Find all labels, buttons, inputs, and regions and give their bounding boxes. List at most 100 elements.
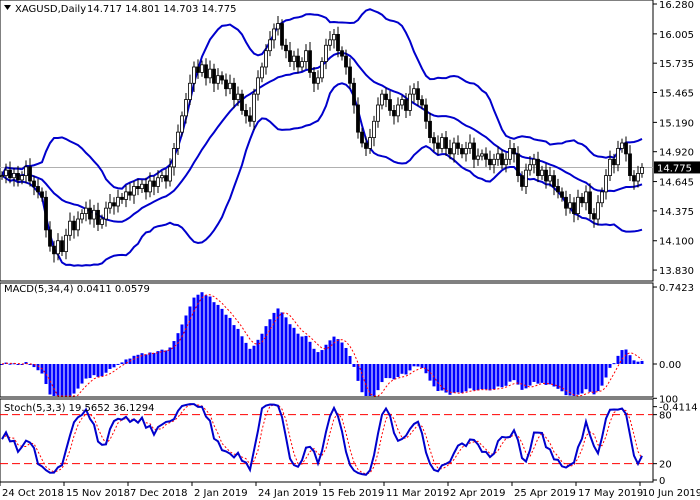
candle-body — [500, 153, 504, 166]
macd-histogram-bar — [260, 333, 264, 364]
macd-histogram-bar — [96, 364, 100, 377]
candle-body — [620, 142, 624, 149]
candle-body — [172, 148, 176, 168]
macd-histogram-bar — [112, 364, 116, 368]
date-axis: 24 Oct 2018 15 Nov 2018 7 Dec 2018 2 Jan 20… — [0, 482, 700, 499]
candle-body — [568, 202, 572, 209]
candle-body — [336, 34, 340, 52]
macd-histogram-bar — [376, 364, 380, 391]
macd-histogram-bar — [296, 333, 300, 364]
candle-body — [480, 153, 484, 157]
candle-body — [200, 64, 204, 73]
candle-body — [576, 196, 580, 214]
candle-body — [592, 213, 596, 220]
macd-histogram-bar — [428, 364, 432, 381]
macd-histogram-bar — [44, 364, 48, 385]
candle-body — [312, 72, 316, 84]
candle-body — [468, 142, 472, 149]
macd-histogram-bar — [252, 345, 256, 364]
macd-histogram-bar — [560, 364, 564, 392]
macd-histogram-bar — [232, 325, 236, 364]
macd-histogram-bar — [364, 364, 368, 396]
candle-body — [232, 82, 236, 100]
macd-histogram-bar — [576, 364, 580, 395]
macd-histogram-bar — [488, 364, 492, 391]
candle-body — [48, 229, 52, 247]
macd-histogram-bar — [316, 352, 320, 364]
macd-histogram-bar — [380, 364, 384, 383]
macd-histogram-bar — [348, 355, 352, 364]
candle-body — [356, 104, 360, 133]
candle-body — [328, 39, 332, 46]
x-tick-label: 7 Dec 2018 — [130, 488, 188, 499]
candle-body — [224, 79, 228, 90]
candle-body — [192, 66, 196, 84]
candle-body — [340, 50, 344, 57]
macd-histogram-bar — [620, 350, 624, 364]
x-tick-label: 24 Oct 2018 — [2, 488, 64, 499]
macd-histogram-bar — [388, 364, 392, 379]
macd-histogram-bar — [304, 335, 308, 364]
y-tick-label: 15.465 — [659, 89, 694, 100]
candle-body — [388, 99, 392, 111]
macd-histogram-bar — [124, 359, 128, 364]
candle-body — [612, 158, 616, 166]
candle-body — [168, 166, 172, 182]
price-panel[interactable]: 16.280 16.005 15.735 15.465 15.190 14.920 14.6… — [0, 0, 700, 282]
candle-body — [148, 180, 152, 193]
candle-body — [228, 82, 232, 90]
macd-histogram-bar — [156, 351, 160, 364]
macd-histogram-bar — [544, 364, 548, 385]
macd-histogram-bar — [532, 364, 536, 382]
x-tick-label: 11 Mar 2019 — [386, 488, 449, 499]
candle-body — [244, 110, 248, 117]
macd-histogram-bar — [276, 308, 280, 364]
stoch-main-line — [1, 403, 643, 476]
dropdown-triangle-icon[interactable] — [4, 5, 11, 10]
macd-histogram-bar — [480, 364, 484, 390]
macd-histogram-bar — [184, 315, 188, 364]
candle-body — [492, 158, 496, 166]
macd-histogram-bar — [436, 364, 440, 391]
candle-body — [84, 207, 88, 214]
candle-body — [552, 175, 556, 187]
candle-body — [88, 207, 92, 220]
candle-body — [280, 23, 284, 46]
candle-body — [616, 148, 620, 166]
macd-histogram-bar — [140, 353, 144, 364]
macd-histogram-bar — [384, 364, 388, 379]
candle-body — [556, 186, 560, 193]
candle-body — [392, 110, 396, 117]
candle-body — [144, 183, 148, 193]
candle-body — [128, 191, 132, 196]
x-tick-label: 24 Jan 2019 — [258, 488, 318, 499]
macd-histogram-bar — [592, 364, 596, 395]
candle-body — [44, 196, 48, 231]
candle-body — [0, 175, 4, 177]
macd-histogram-bar — [572, 364, 576, 396]
macd-histogram-bar — [468, 364, 472, 389]
stoch-signal-line — [1, 403, 643, 475]
candle-body — [504, 158, 508, 166]
macd-histogram-bar — [172, 341, 176, 364]
y-tick-label: -0.4114 — [659, 403, 698, 414]
macd-title: MACD(5,34,4) 0.0411 0.0579 — [4, 284, 150, 295]
y-tick-label: 13.830 — [659, 266, 694, 277]
candle-body — [268, 39, 272, 52]
macd-histogram-bar — [120, 362, 124, 364]
candle-body — [412, 88, 416, 95]
candle-body — [400, 99, 404, 106]
candle-body — [636, 173, 640, 182]
stoch-panel[interactable]: 100 80 20 0 — [0, 394, 678, 487]
candle-body — [276, 23, 280, 30]
macd-histogram-bar — [424, 364, 428, 374]
macd-histogram-bar — [604, 364, 608, 378]
candle-body — [508, 148, 512, 160]
macd-panel[interactable]: 0.7423 0.00 -0.4114 — [0, 282, 698, 414]
macd-histogram-bar — [220, 308, 224, 364]
candle-body — [316, 77, 320, 84]
y-tick-label: 20 — [659, 460, 672, 471]
macd-histogram-bar — [408, 364, 412, 371]
candle-body — [72, 220, 76, 231]
